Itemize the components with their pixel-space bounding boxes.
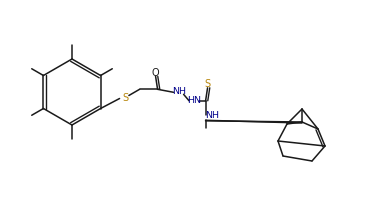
Text: O: O: [152, 68, 159, 78]
Text: HN: HN: [188, 96, 201, 105]
Text: S: S: [204, 79, 211, 89]
Text: NH: NH: [205, 111, 219, 120]
Text: S: S: [122, 93, 128, 103]
Text: NH: NH: [172, 87, 186, 96]
